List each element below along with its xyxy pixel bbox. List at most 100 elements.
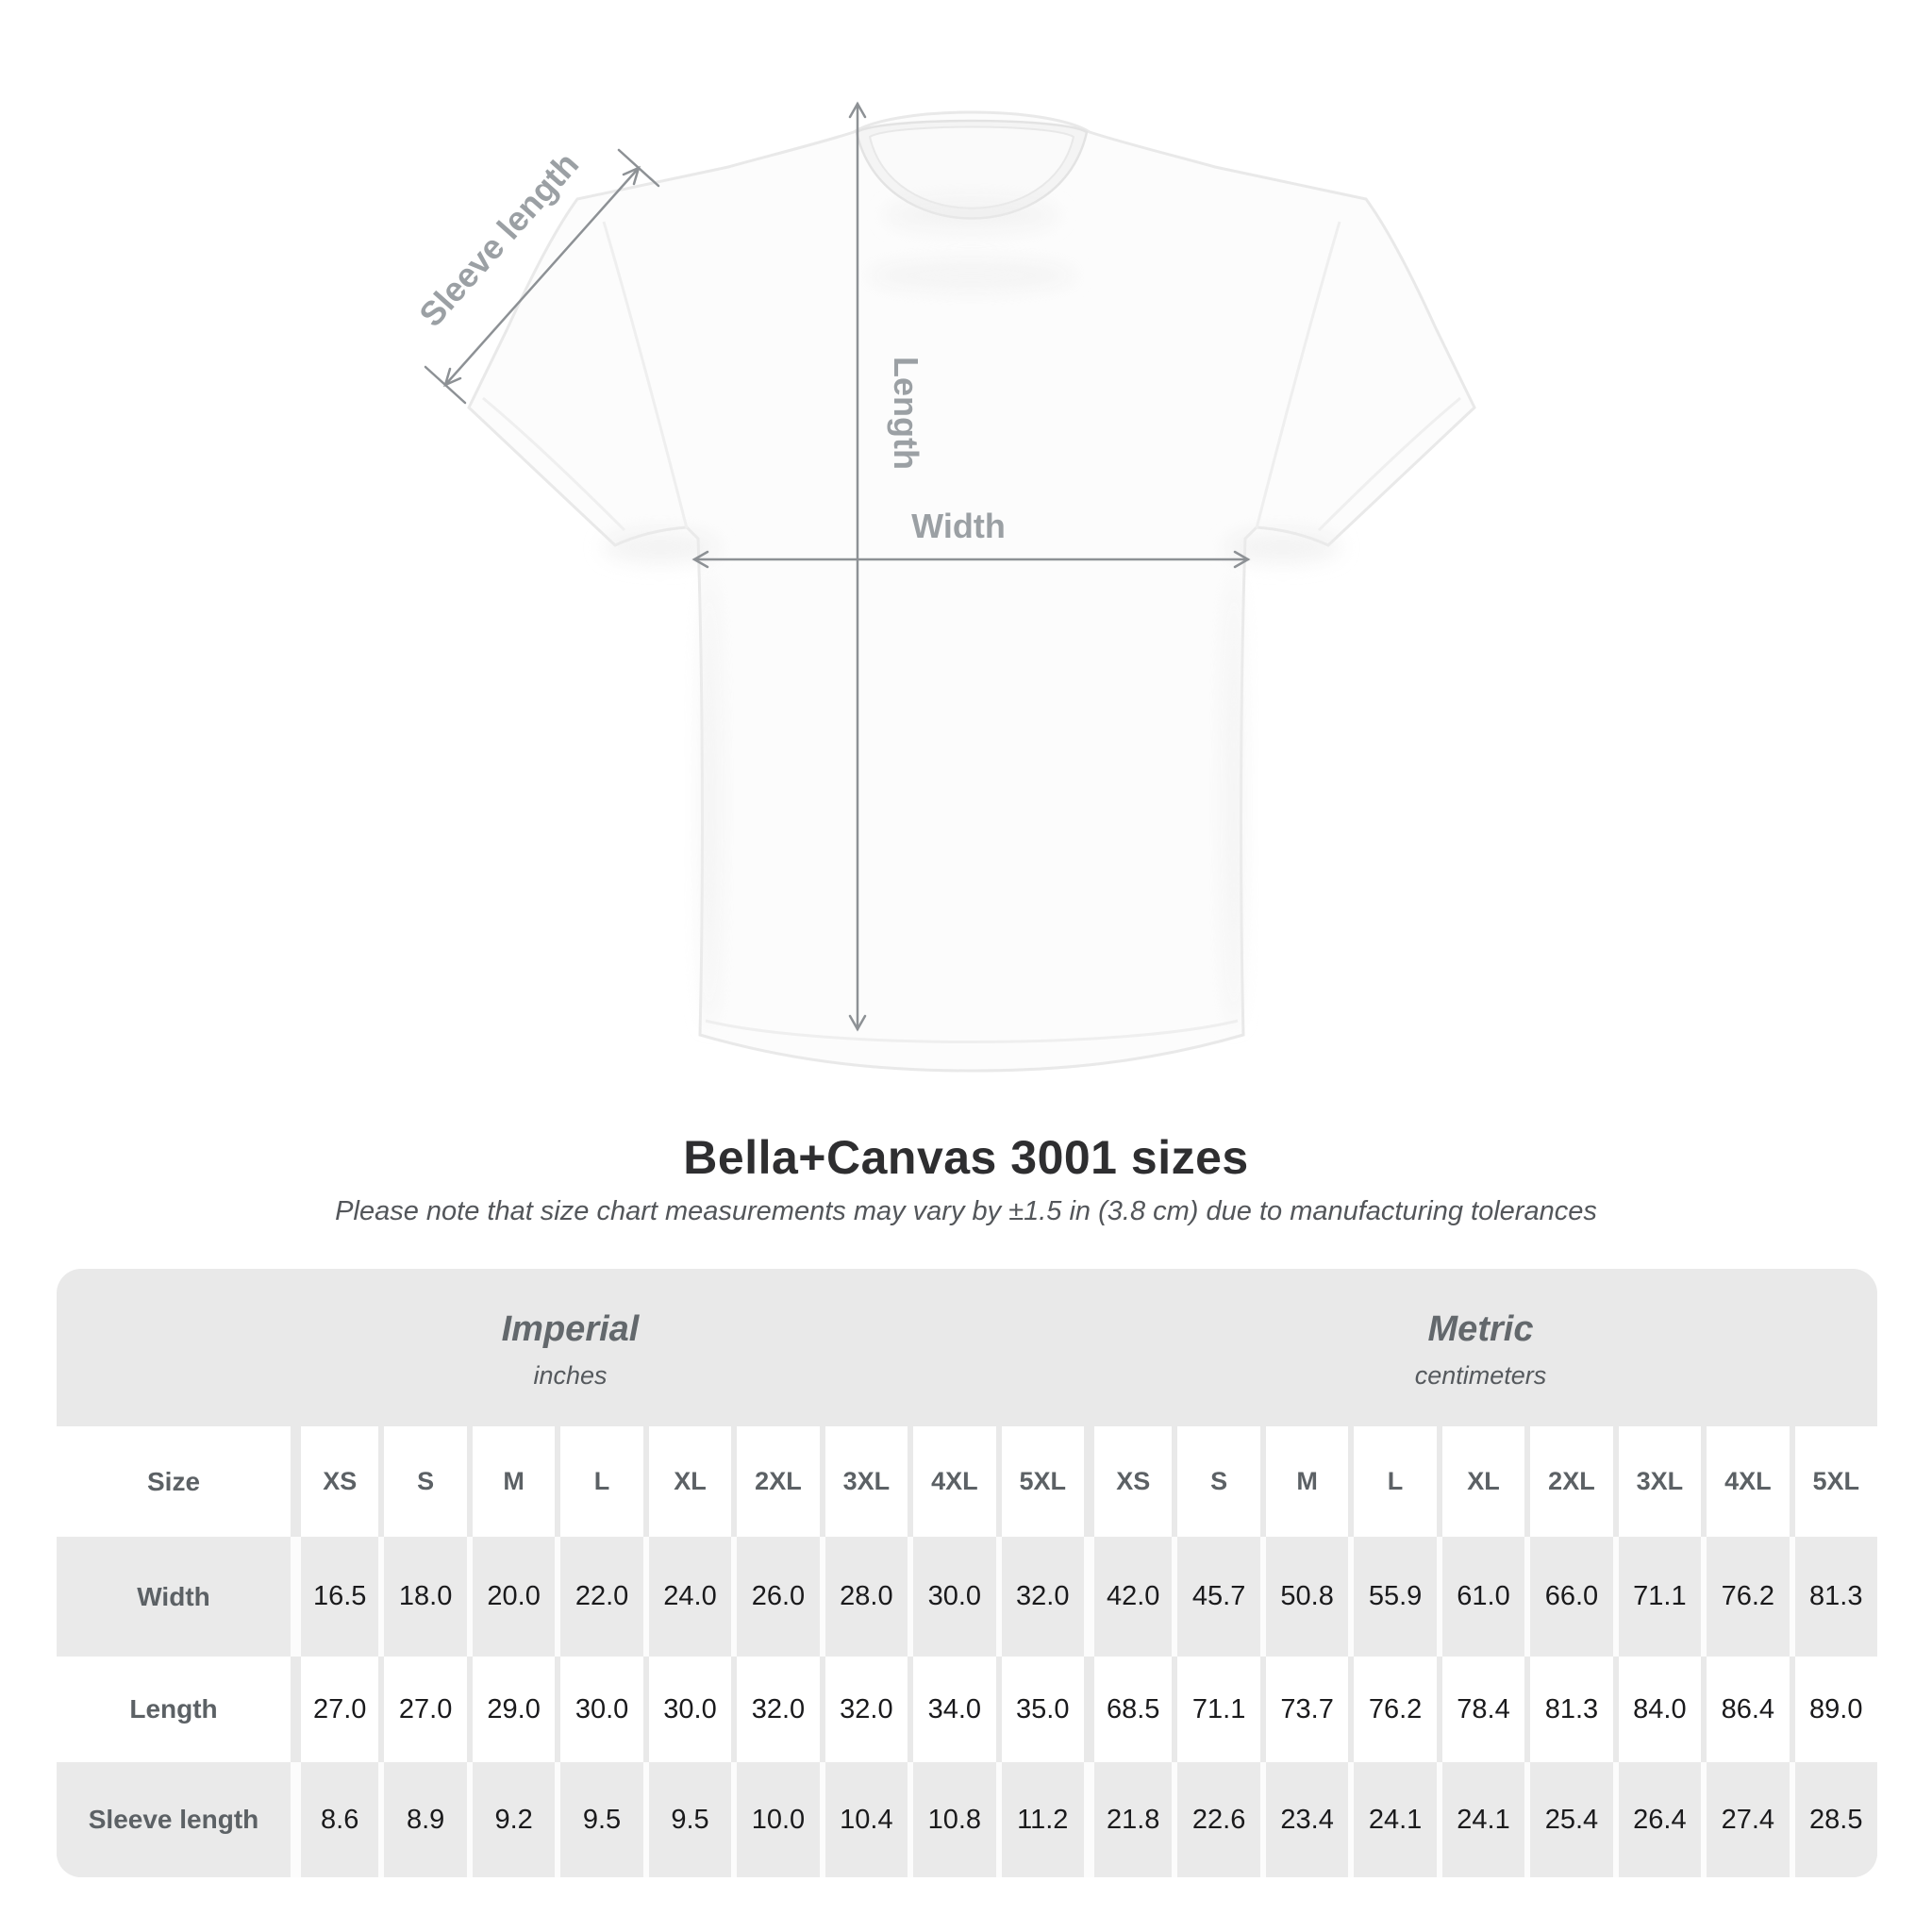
table-row-length: Length 27.0 27.0 29.0 30.0 30.0 32.0 32.… [57,1657,1877,1762]
length-imperial-xl: 30.0 [642,1657,732,1762]
table-header-row: Size XS S M L XL 2XL 3XL 4XL 5XL XS S M … [57,1426,1877,1537]
collar-inner [868,125,1075,209]
col-header-metric-m: M [1259,1426,1349,1537]
metric-title: Metric [1427,1308,1534,1349]
col-header-imperial-3xl: 3XL [819,1426,908,1537]
imperial-section-header: Imperial inches [57,1269,1084,1426]
width-metric-3xl: 71.1 [1612,1537,1702,1657]
sleeve-imperial-l: 9.5 [555,1762,643,1877]
tshirt-shading [602,260,1341,1028]
imperial-title: Imperial [501,1308,640,1349]
length-metric-xl: 78.4 [1436,1657,1525,1762]
col-header-imperial-s: S [378,1426,467,1537]
length-imperial-3xl: 32.0 [819,1657,908,1762]
length-imperial-xs: 27.0 [291,1657,379,1762]
size-corner-label: Size [57,1426,291,1537]
width-metric-s: 45.7 [1172,1537,1260,1657]
col-header-metric-xs: XS [1083,1426,1173,1537]
table-row-sleeve-length: Sleeve length 8.6 8.9 9.2 9.5 9.5 10.0 1… [57,1762,1877,1877]
col-header-metric-4xl: 4XL [1701,1426,1790,1537]
sleeve-metric-3xl: 26.4 [1612,1762,1702,1877]
length-metric-2xl: 81.3 [1524,1657,1613,1762]
col-header-imperial-2xl: 2XL [731,1426,820,1537]
width-imperial-4xl: 30.0 [908,1537,996,1657]
col-header-imperial-4xl: 4XL [908,1426,996,1537]
width-imperial-l: 22.0 [555,1537,643,1657]
sleeve-metric-s: 22.6 [1172,1762,1260,1877]
tshirt-body [467,110,1476,1073]
width-metric-xs: 42.0 [1083,1537,1173,1657]
length-metric-s: 71.1 [1172,1657,1260,1762]
collar [855,119,1089,232]
length-imperial-m: 29.0 [466,1657,556,1762]
width-metric-5xl: 81.3 [1789,1537,1877,1657]
length-imperial-5xl: 35.0 [995,1657,1084,1762]
sleeve-imperial-xl: 9.5 [642,1762,732,1877]
sleeve-metric-xs: 21.8 [1083,1762,1173,1877]
length-imperial-s: 27.0 [378,1657,467,1762]
width-arrow [691,550,1251,569]
page-title: Bella+Canvas 3001 sizes [683,1131,1249,1184]
col-header-imperial-xl: XL [642,1426,732,1537]
sleeve-imperial-s: 8.9 [378,1762,467,1877]
col-header-metric-l: L [1348,1426,1437,1537]
width-imperial-2xl: 26.0 [731,1537,820,1657]
metric-section-header: Metric centimeters [1084,1269,1877,1426]
width-metric-2xl: 66.0 [1524,1537,1613,1657]
length-metric-4xl: 86.4 [1701,1657,1790,1762]
col-header-metric-2xl: 2XL [1524,1426,1613,1537]
row-label-sleeve-length: Sleeve length [57,1762,291,1877]
tshirt-graphic [467,110,1476,1073]
row-label-width: Width [57,1537,291,1657]
width-imperial-xs: 16.5 [291,1537,379,1657]
length-imperial-l: 30.0 [555,1657,643,1762]
col-header-imperial-m: M [466,1426,556,1537]
tolerance-note: Please note that size chart measurements… [335,1196,1597,1226]
sleeve-imperial-xs: 8.6 [291,1762,379,1877]
col-header-metric-s: S [1172,1426,1260,1537]
sleeve-imperial-5xl: 11.2 [995,1762,1084,1877]
sleeve-imperial-2xl: 10.0 [731,1762,820,1877]
size-table: Imperial inches Metric centimeters Size … [57,1269,1877,1877]
length-metric-xs: 68.5 [1083,1657,1173,1762]
units-header-band: Imperial inches Metric centimeters [57,1269,1877,1426]
col-header-imperial-xs: XS [291,1426,379,1537]
length-metric-m: 73.7 [1259,1657,1349,1762]
width-metric-4xl: 76.2 [1701,1537,1790,1657]
length-arrow [848,101,867,1032]
width-imperial-s: 18.0 [378,1537,467,1657]
sleeve-imperial-3xl: 10.4 [819,1762,908,1877]
row-label-length: Length [57,1657,291,1762]
length-metric-5xl: 89.0 [1789,1657,1877,1762]
sleeve-metric-5xl: 28.5 [1789,1762,1877,1877]
width-label: Width [911,507,1006,545]
col-header-metric-3xl: 3XL [1612,1426,1702,1537]
col-header-imperial-l: L [555,1426,643,1537]
width-imperial-xl: 24.0 [642,1537,732,1657]
collar-shadow [885,198,1058,232]
tshirt-measurement-diagram: Length Width Sleeve length [411,101,1476,1073]
sleeve-metric-2xl: 25.4 [1524,1762,1613,1877]
col-header-metric-5xl: 5XL [1789,1426,1877,1537]
width-metric-m: 50.8 [1259,1537,1349,1657]
col-header-imperial-5xl: 5XL [995,1426,1084,1537]
length-imperial-4xl: 34.0 [908,1657,996,1762]
imperial-subtitle: inches [533,1360,608,1390]
width-metric-l: 55.9 [1348,1537,1437,1657]
length-label: Length [887,357,925,470]
length-imperial-2xl: 32.0 [731,1657,820,1762]
length-metric-3xl: 84.0 [1612,1657,1702,1762]
tshirt-seams [482,221,1461,1043]
sleeve-metric-xl: 24.1 [1436,1762,1525,1877]
width-imperial-3xl: 28.0 [819,1537,908,1657]
width-metric-xl: 61.0 [1436,1537,1525,1657]
width-imperial-5xl: 32.0 [995,1537,1084,1657]
col-header-metric-xl: XL [1436,1426,1525,1537]
width-imperial-m: 20.0 [466,1537,556,1657]
sleeve-metric-l: 24.1 [1348,1762,1437,1877]
table-row-width: Width 16.5 18.0 20.0 22.0 24.0 26.0 28.0… [57,1537,1877,1657]
length-metric-l: 76.2 [1348,1657,1437,1762]
sleeve-imperial-4xl: 10.8 [908,1762,996,1877]
sleeve-metric-m: 23.4 [1259,1762,1349,1877]
